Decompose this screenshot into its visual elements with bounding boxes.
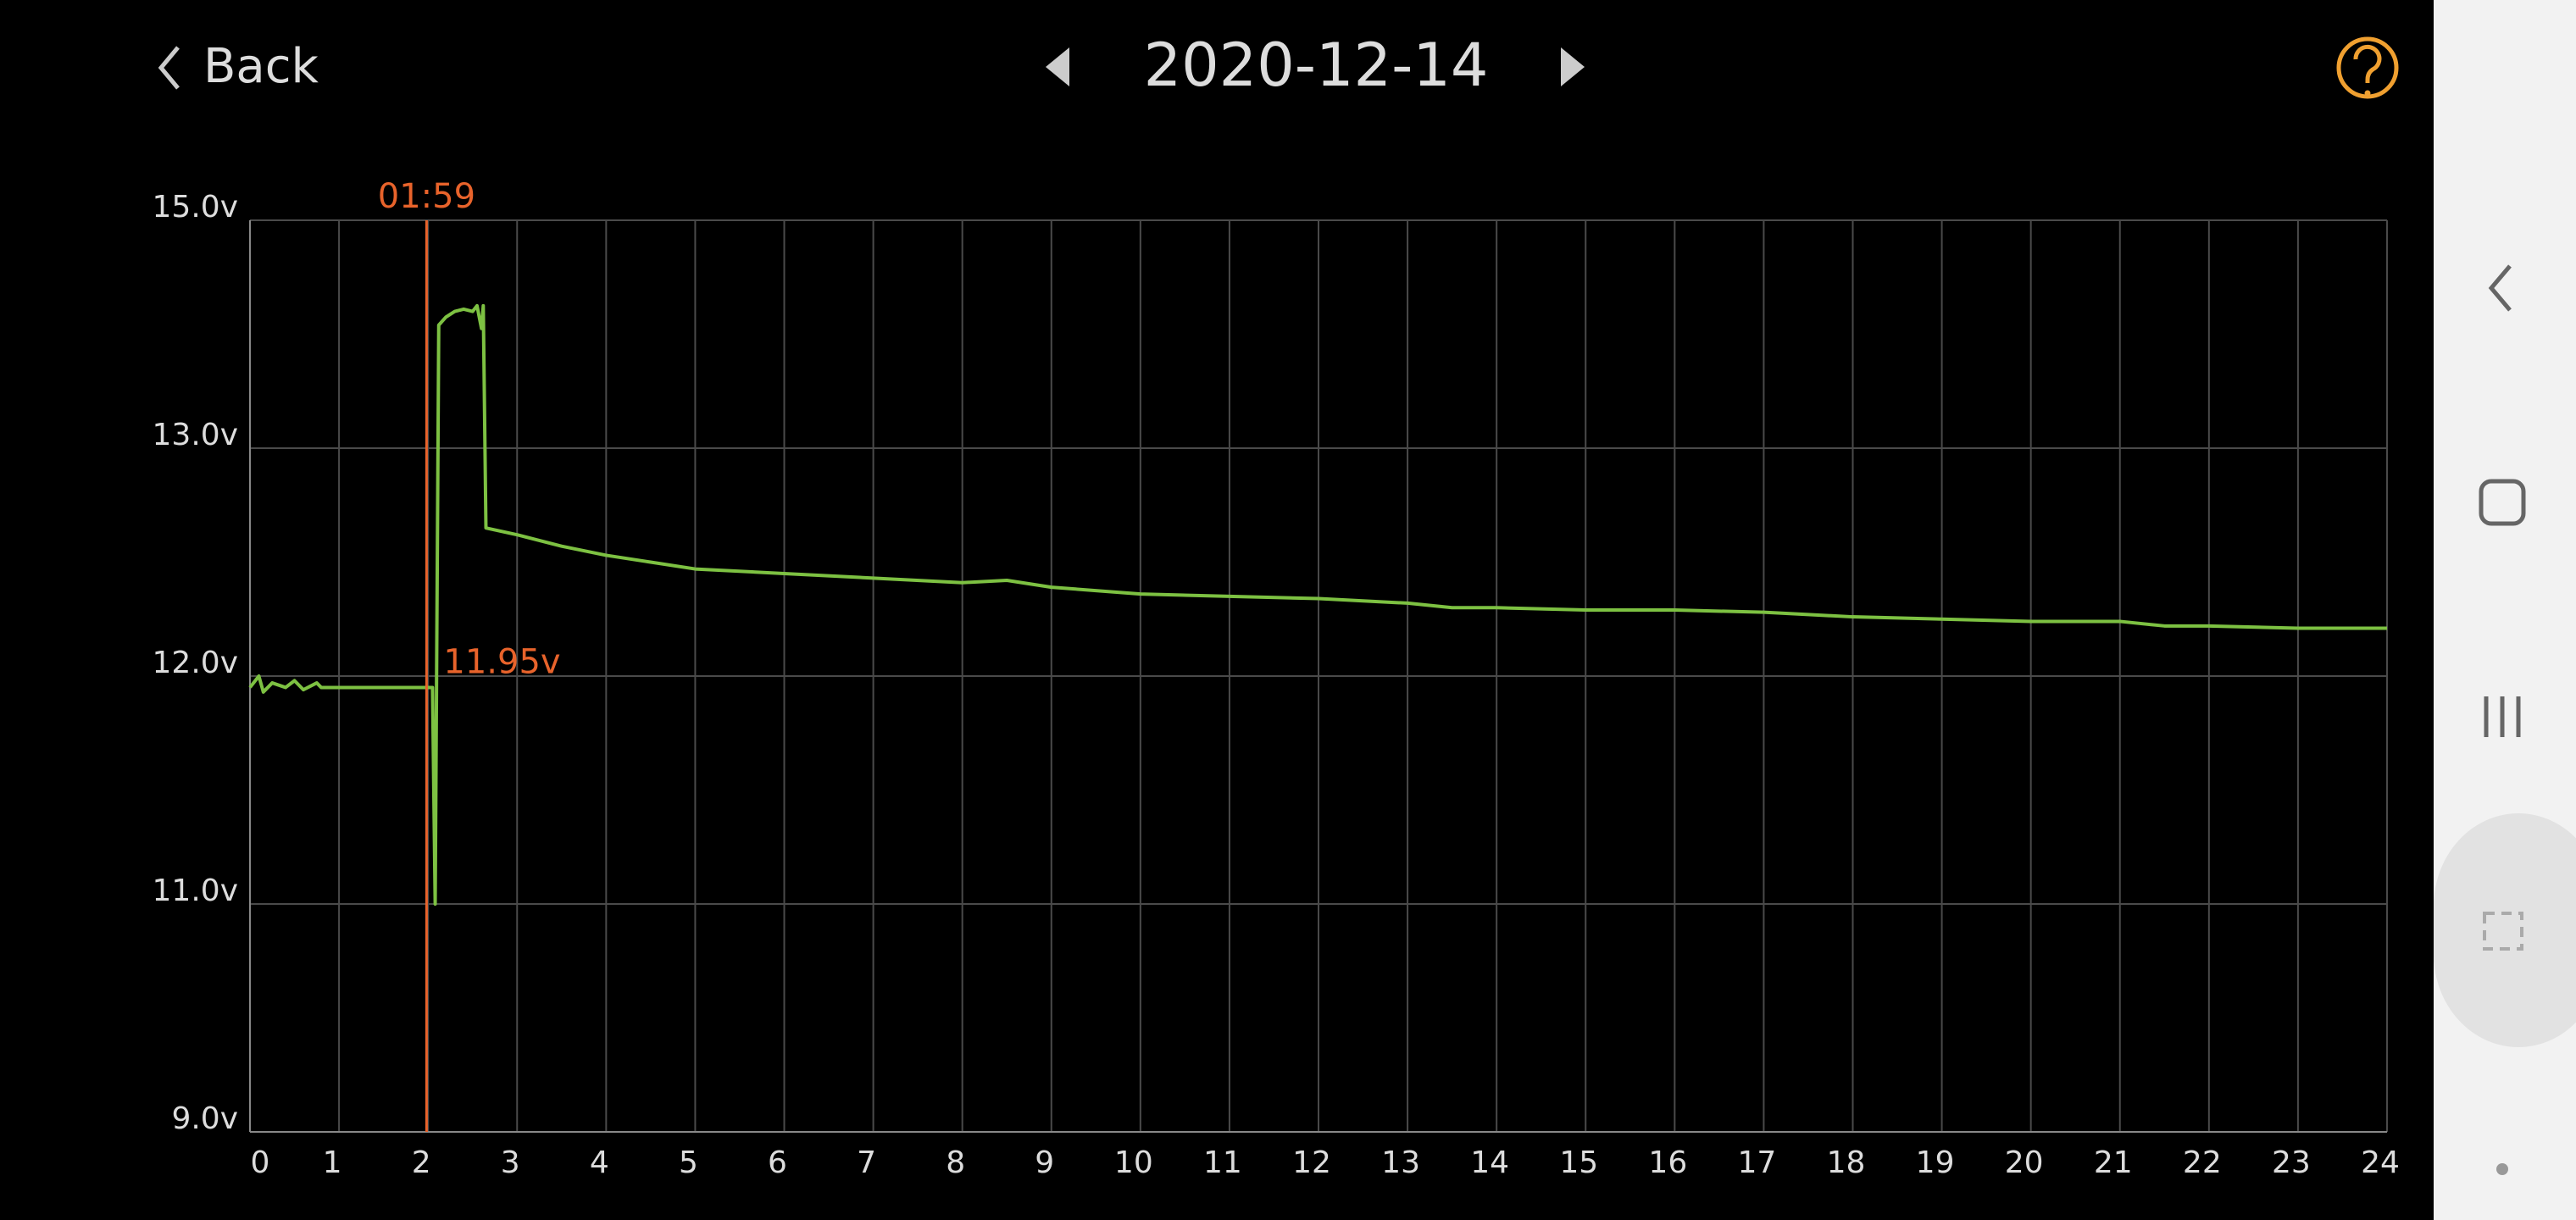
x-tick-label: 6 [768, 1145, 787, 1180]
x-tick-label: 3 [501, 1145, 520, 1180]
x-tick-label: 8 [946, 1145, 965, 1180]
x-tick-label: 19 [1916, 1145, 1955, 1180]
x-tick-label: 11 [1203, 1145, 1242, 1180]
x-tick-label: 15 [1559, 1145, 1598, 1180]
x-tick-label: 4 [590, 1145, 609, 1180]
capture-icon [2483, 912, 2523, 951]
prev-day[interactable] [1046, 47, 1069, 86]
y-tick-label: 9.0v [171, 1101, 238, 1136]
help-circle [2336, 36, 2399, 99]
y-tick-label: 15.0v [153, 190, 238, 225]
nav-back[interactable] [2488, 264, 2512, 312]
x-tick-label: 9 [1035, 1145, 1054, 1180]
x-tick-label: 13 [1381, 1145, 1420, 1180]
help-glyph [2353, 44, 2382, 83]
help-dot [2364, 90, 2371, 97]
x-tick-label: 5 [679, 1145, 698, 1180]
y-tick-label: 12.0v [153, 646, 238, 680]
back-button[interactable]: Back [158, 39, 319, 94]
x-tick-label: 24 [2361, 1145, 2400, 1180]
cursor-time: 01:59 [378, 177, 475, 216]
nav-recents[interactable] [2484, 696, 2521, 737]
x-tick-label: 23 [2272, 1145, 2311, 1180]
date-label: 2020-12-14 [1144, 30, 1489, 100]
x-tick-label: 12 [1292, 1145, 1331, 1180]
x-tick-label: 22 [2183, 1145, 2222, 1180]
y-tick-label: 13.0v [153, 418, 238, 452]
x-tick-label: 2 [412, 1145, 431, 1180]
x-tick-label: 14 [1470, 1145, 1509, 1180]
help-button[interactable] [2336, 36, 2399, 99]
app-background [0, 0, 2434, 1220]
back-chevron [158, 46, 180, 90]
capture-pill[interactable] [2434, 813, 2576, 1047]
x-tick-label: 16 [1648, 1145, 1687, 1180]
x-tick-label: 0 [251, 1145, 270, 1180]
x-tick-label: 10 [1114, 1145, 1153, 1180]
x-tick-label: 20 [2005, 1145, 2044, 1180]
x-tick-label: 21 [2094, 1145, 2133, 1180]
next-day[interactable] [1561, 47, 1585, 86]
nav-home[interactable] [2479, 479, 2526, 526]
voltage-line [248, 303, 2387, 906]
cursor-value: 11.95v [443, 642, 560, 681]
x-tick-label: 1 [323, 1145, 342, 1180]
y-tick-label: 11.0v [153, 873, 238, 908]
back-label: Back [203, 39, 319, 94]
nav-dot [2496, 1163, 2508, 1175]
x-tick-label: 7 [857, 1145, 876, 1180]
x-tick-label: 17 [1738, 1145, 1777, 1180]
x-tick-label: 18 [1827, 1145, 1866, 1180]
